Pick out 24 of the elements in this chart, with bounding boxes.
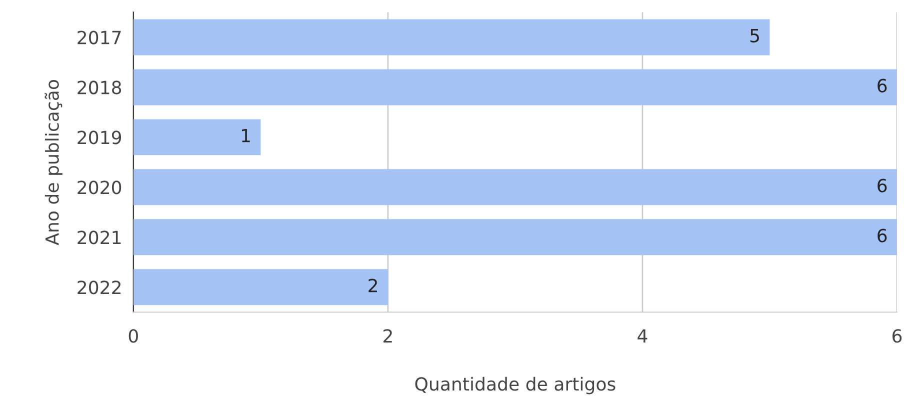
- data-label: 1: [242, 129, 250, 142]
- y-tick-label: 2021: [78, 230, 121, 244]
- data-label: 6: [878, 78, 887, 92]
- x-tick-label: 6: [892, 329, 902, 343]
- x-tick-label: 2: [384, 329, 392, 343]
- data-label: 6: [878, 228, 887, 242]
- bar: [133, 269, 388, 306]
- bar: [133, 219, 897, 256]
- y-axis-title: Ano de publicação: [44, 80, 62, 246]
- y-tick-label: 2017: [78, 30, 121, 44]
- data-label: 5: [750, 29, 759, 42]
- bar: [133, 69, 897, 106]
- y-tick-label: 2019: [78, 130, 122, 144]
- x-tick-label: 4: [638, 329, 648, 343]
- y-tick-label: 2022: [78, 280, 120, 294]
- y-tick-label: 2018: [78, 80, 122, 94]
- bar: [133, 169, 897, 206]
- data-label: 2: [368, 278, 377, 292]
- data-label: 6: [878, 178, 887, 192]
- x-axis-title: Quantidade de artigos: [415, 376, 616, 394]
- y-tick-label: 2020: [78, 180, 122, 194]
- bar: [133, 119, 261, 156]
- bar: [133, 19, 770, 56]
- x-tick-label: 0: [128, 329, 138, 343]
